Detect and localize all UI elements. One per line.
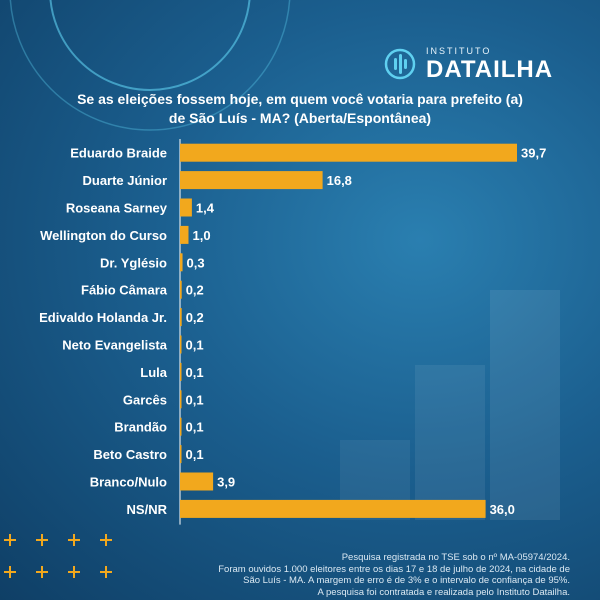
bar: [180, 308, 182, 327]
bar: [180, 499, 486, 518]
bar: [180, 171, 323, 190]
bar: [180, 390, 182, 409]
value-label: 0,2: [186, 283, 204, 298]
bar: [180, 143, 517, 162]
value-label: 1,4: [196, 201, 215, 216]
category-label: Lula: [140, 365, 167, 380]
value-label: 36,0: [490, 502, 515, 517]
bar: [180, 280, 182, 299]
category-label: Duarte Júnior: [82, 173, 167, 188]
bar: [180, 445, 182, 464]
value-label: 16,8: [327, 173, 352, 188]
value-label: 0,2: [186, 310, 204, 325]
value-label: 0,1: [186, 420, 204, 435]
footnote: Pesquisa registrada no TSE sob o nº MA-0…: [130, 552, 570, 598]
bar: [180, 253, 183, 272]
category-label: Dr. Yglésio: [100, 255, 167, 270]
footnote-line: Pesquisa registrada no TSE sob o nº MA-0…: [341, 552, 570, 563]
category-label: Fábio Câmara: [81, 283, 168, 298]
value-label: 0,1: [186, 392, 204, 407]
category-label: Garcês: [123, 392, 167, 407]
bar: [180, 472, 214, 491]
brand-name: DATAILHA: [426, 56, 554, 83]
bar: [180, 417, 182, 436]
bar: [180, 362, 182, 381]
footnote-line: Foram ouvidos 1.000 eleitores entre os d…: [218, 563, 570, 575]
value-label: 0,3: [187, 255, 205, 270]
chart-title: Se as eleições fossem hoje, em quem você…: [77, 91, 523, 126]
category-label: Neto Evangelista: [62, 338, 168, 353]
category-label: Eduardo Braide: [70, 146, 167, 161]
brand-logo: INSTITUTO DATAILHA: [384, 44, 584, 88]
footnote-line: A pesquisa foi contratada e realizada pe…: [317, 586, 570, 598]
bar: [180, 198, 192, 217]
brand-institute-label: INSTITUTO: [426, 46, 492, 56]
category-label: Wellington do Curso: [40, 228, 167, 243]
value-label: 0,1: [186, 365, 204, 380]
category-label: NS/NR: [127, 502, 168, 517]
value-label: 0,1: [186, 447, 204, 462]
category-label: Roseana Sarney: [66, 201, 168, 216]
sound-wave-icon: [384, 48, 416, 80]
footnote-line: São Luís - MA. A margem de erro é de 3% …: [243, 575, 570, 586]
value-label: 0,1: [186, 338, 204, 353]
bar: [180, 335, 182, 354]
category-label: Brandão: [114, 420, 167, 435]
bar: [180, 225, 189, 244]
value-label: 3,9: [217, 475, 235, 490]
value-label: 39,7: [521, 146, 546, 161]
category-label: Branco/Nulo: [90, 475, 167, 490]
category-label: Edivaldo Holanda Jr.: [39, 310, 167, 325]
category-label: Beto Castro: [93, 447, 167, 462]
decorative-crosses: [4, 534, 112, 578]
value-label: 1,0: [192, 228, 210, 243]
